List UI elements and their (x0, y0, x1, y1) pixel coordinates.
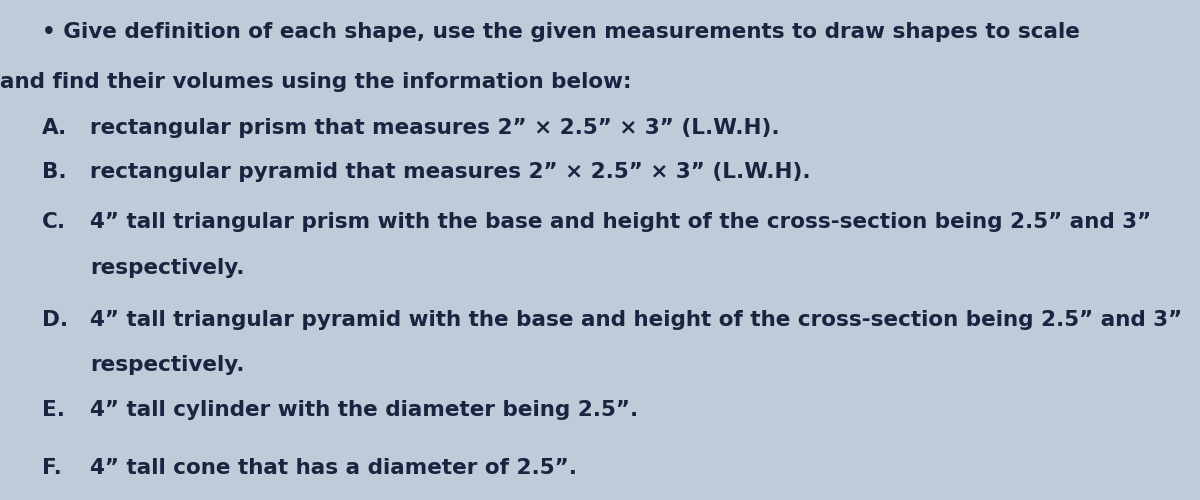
Text: and find their volumes using the information below:: and find their volumes using the informa… (0, 72, 631, 92)
Text: • Give definition of each shape, use the given measurements to draw shapes to sc: • Give definition of each shape, use the… (42, 22, 1080, 42)
Text: B.: B. (42, 162, 67, 182)
Text: respectively.: respectively. (90, 355, 245, 375)
Text: rectangular pyramid that measures 2” × 2.5” × 3” (L.W.H).: rectangular pyramid that measures 2” × 2… (90, 162, 811, 182)
Text: respectively.: respectively. (90, 258, 245, 278)
Text: 4” tall triangular prism with the base and height of the cross-section being 2.5: 4” tall triangular prism with the base a… (90, 212, 1151, 233)
Text: 4” tall triangular pyramid with the base and height of the cross-section being 2: 4” tall triangular pyramid with the base… (90, 310, 1182, 330)
Text: rectangular prism that measures 2” × 2.5” × 3” (L.W.H).: rectangular prism that measures 2” × 2.5… (90, 118, 780, 138)
Text: 4” tall cone that has a diameter of 2.5”.: 4” tall cone that has a diameter of 2.5”… (90, 458, 577, 477)
Text: 4” tall cylinder with the diameter being 2.5”.: 4” tall cylinder with the diameter being… (90, 400, 638, 420)
Text: D.: D. (42, 310, 68, 330)
Text: A.: A. (42, 118, 67, 138)
Text: C.: C. (42, 212, 66, 233)
Text: F.: F. (42, 458, 62, 477)
Text: E.: E. (42, 400, 65, 420)
